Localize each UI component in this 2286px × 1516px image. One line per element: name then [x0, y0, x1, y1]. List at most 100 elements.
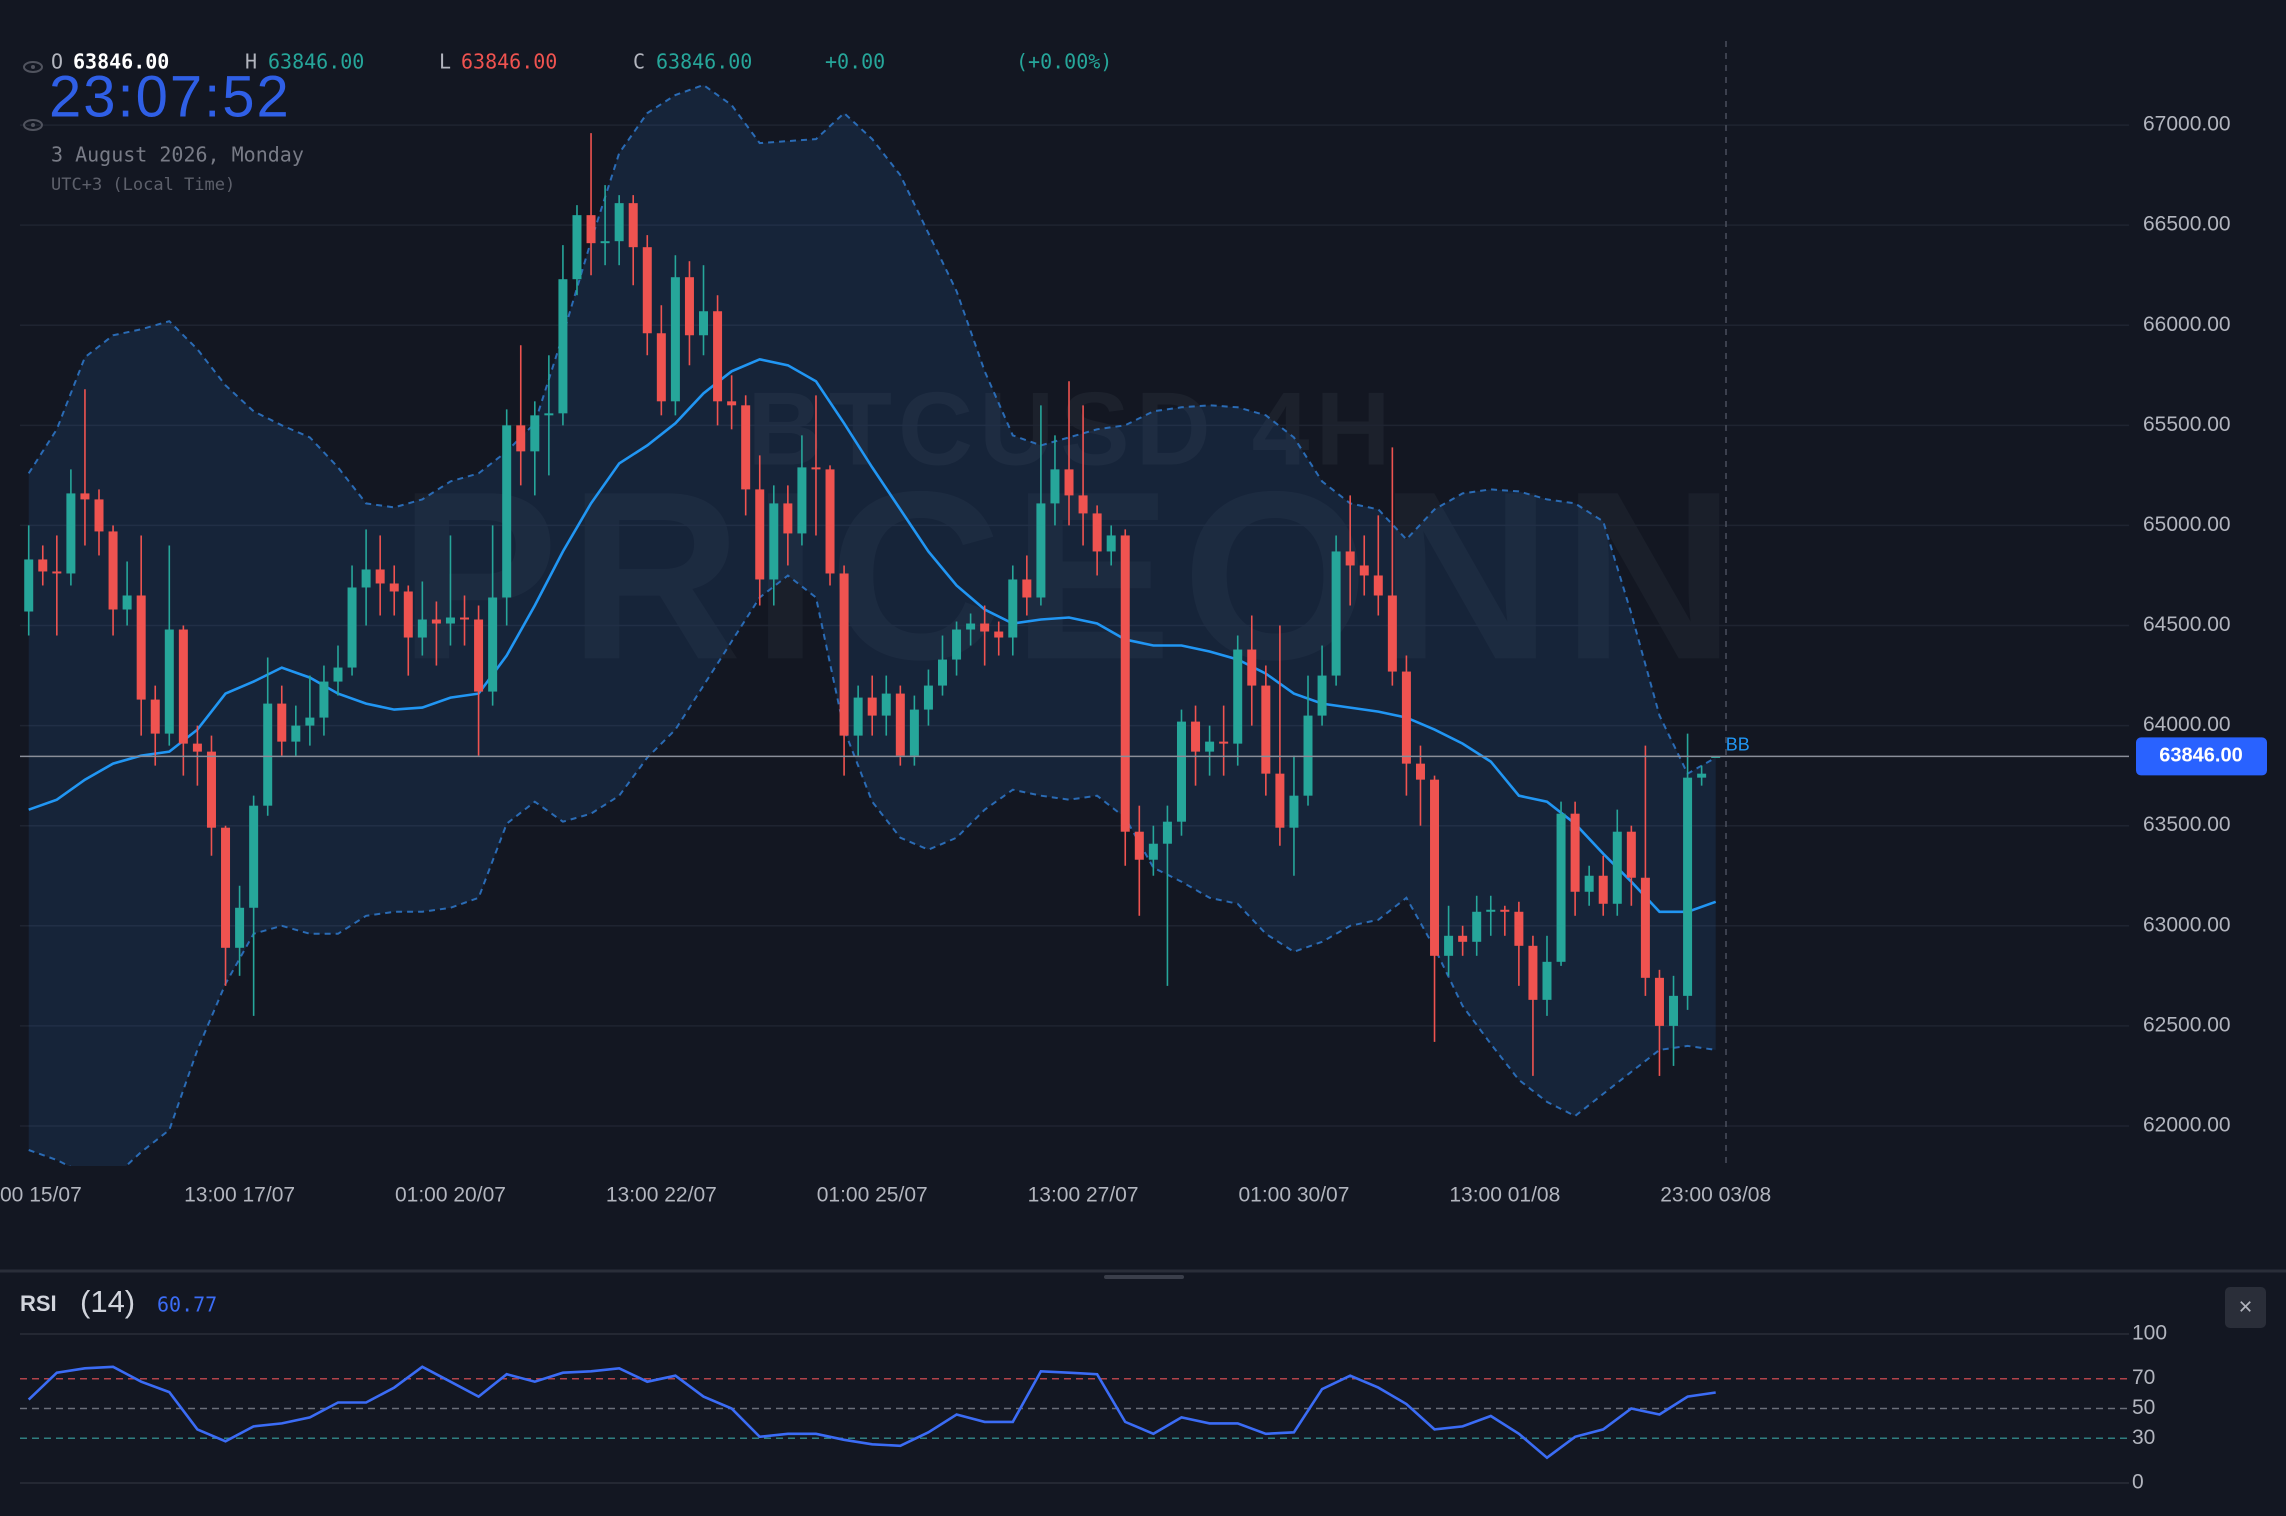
candle-body [305, 718, 314, 726]
candle-body [123, 595, 132, 609]
candle-body [1205, 742, 1214, 752]
candle-body [207, 752, 216, 828]
candle-body [1514, 912, 1523, 946]
candle-body [840, 573, 849, 735]
candle-body [769, 503, 778, 579]
candle-body [1402, 672, 1411, 764]
candle-body [1669, 996, 1678, 1026]
candle-body [404, 591, 413, 637]
low-value: 63846.00 [461, 50, 557, 74]
rsi-current: 60.77 [157, 1293, 217, 1317]
candle-body [277, 704, 286, 742]
candle-body [38, 559, 47, 571]
x-tick-label: 01:00 20/07 [395, 1184, 506, 1207]
candle-body [797, 467, 806, 533]
close-button-icon[interactable]: × [2238, 1293, 2252, 1320]
last-price-label: 63846.00 [2159, 745, 2242, 767]
candle-body [1163, 822, 1172, 844]
candle-body [1697, 774, 1706, 778]
candle-body [994, 632, 1003, 638]
candle-body [924, 686, 933, 710]
x-tick-label: 01:00 30/07 [1238, 1184, 1349, 1207]
x-tick-label: 01:00 25/07 [817, 1184, 928, 1207]
candle-body [868, 698, 877, 716]
candle-body [1557, 814, 1566, 962]
candle-body [137, 595, 146, 699]
y-tick-label: 66500.00 [2143, 213, 2231, 236]
candle-body [1332, 551, 1341, 675]
candle-body [629, 203, 638, 247]
candle-body [1627, 832, 1636, 878]
x-tick-label: 13:00 01/08 [1449, 1184, 1560, 1207]
candle-body [699, 311, 708, 335]
close-button[interactable]: × [2225, 1287, 2266, 1328]
candle-body [249, 806, 258, 908]
rsi-period: (14) [80, 1284, 135, 1319]
candle-body [1121, 535, 1130, 831]
candle-body [558, 279, 567, 413]
y-tick-label: 50 [2132, 1396, 2155, 1419]
candle-body [1304, 716, 1313, 796]
y-tick-label: 100 [2132, 1322, 2167, 1345]
candle-body [910, 710, 919, 756]
y-tick-label: 70 [2132, 1366, 2155, 1389]
close-label: C [633, 50, 645, 74]
candle-body [1346, 551, 1355, 565]
y-tick-label: 65500.00 [2143, 413, 2231, 436]
candle-body [783, 503, 792, 533]
candle-body [1683, 778, 1692, 996]
y-tick-label: 67000.00 [2143, 113, 2231, 136]
candle-body [1528, 946, 1537, 1000]
x-tick-label: 13:00 22/07 [606, 1184, 717, 1207]
candle-body [1149, 844, 1158, 860]
candle-body [1247, 650, 1256, 686]
candle-body [938, 660, 947, 686]
candle-body [811, 467, 820, 469]
candle-body [1065, 469, 1074, 495]
pane-handle[interactable] [1104, 1275, 1184, 1279]
candle-body [727, 401, 736, 405]
candle-body [1500, 910, 1509, 912]
candle-body [587, 215, 596, 243]
candle-body [376, 569, 385, 583]
candle-body [685, 277, 694, 335]
candle-body [952, 630, 961, 660]
candle-body [1318, 676, 1327, 716]
candle-body [1641, 878, 1650, 978]
candle-body [193, 744, 202, 752]
candle-body [502, 425, 511, 597]
candle-body [530, 415, 539, 451]
candle-body [966, 624, 975, 630]
candle-body [418, 620, 427, 638]
candle-body [1542, 962, 1551, 1000]
candle-body [1613, 832, 1622, 904]
y-tick-label: 65000.00 [2143, 513, 2231, 536]
candle-body [572, 215, 581, 279]
candle-body [615, 203, 624, 241]
clock-time: 23:07:52 [49, 64, 291, 129]
candle-body [854, 698, 863, 736]
candle-body [882, 694, 891, 716]
eye-icon-pupil [31, 65, 35, 69]
candle-body [362, 569, 371, 587]
candle-body [474, 620, 483, 692]
candle-body [348, 587, 357, 667]
candle-body [1177, 722, 1186, 822]
candle-body [1107, 535, 1116, 551]
candle-body [896, 694, 905, 756]
candle-body [1093, 513, 1102, 551]
candle-body [1655, 978, 1664, 1026]
low-label: L [439, 50, 451, 74]
candle-body [80, 493, 89, 499]
chart-screen: BTCUSD 4H PRICEONN 62000.0062500.0063000… [0, 0, 2286, 1516]
candle-body [741, 405, 750, 489]
candle-body [1444, 936, 1453, 956]
candle-body [319, 682, 328, 718]
candle-body [446, 618, 455, 624]
candle-body [109, 531, 118, 609]
candle-body [179, 630, 188, 744]
rsi-title: RSI [20, 1291, 57, 1316]
candle-body [1036, 503, 1045, 597]
x-tick-label: 13:00 27/07 [1028, 1184, 1139, 1207]
candle-body [1374, 575, 1383, 595]
